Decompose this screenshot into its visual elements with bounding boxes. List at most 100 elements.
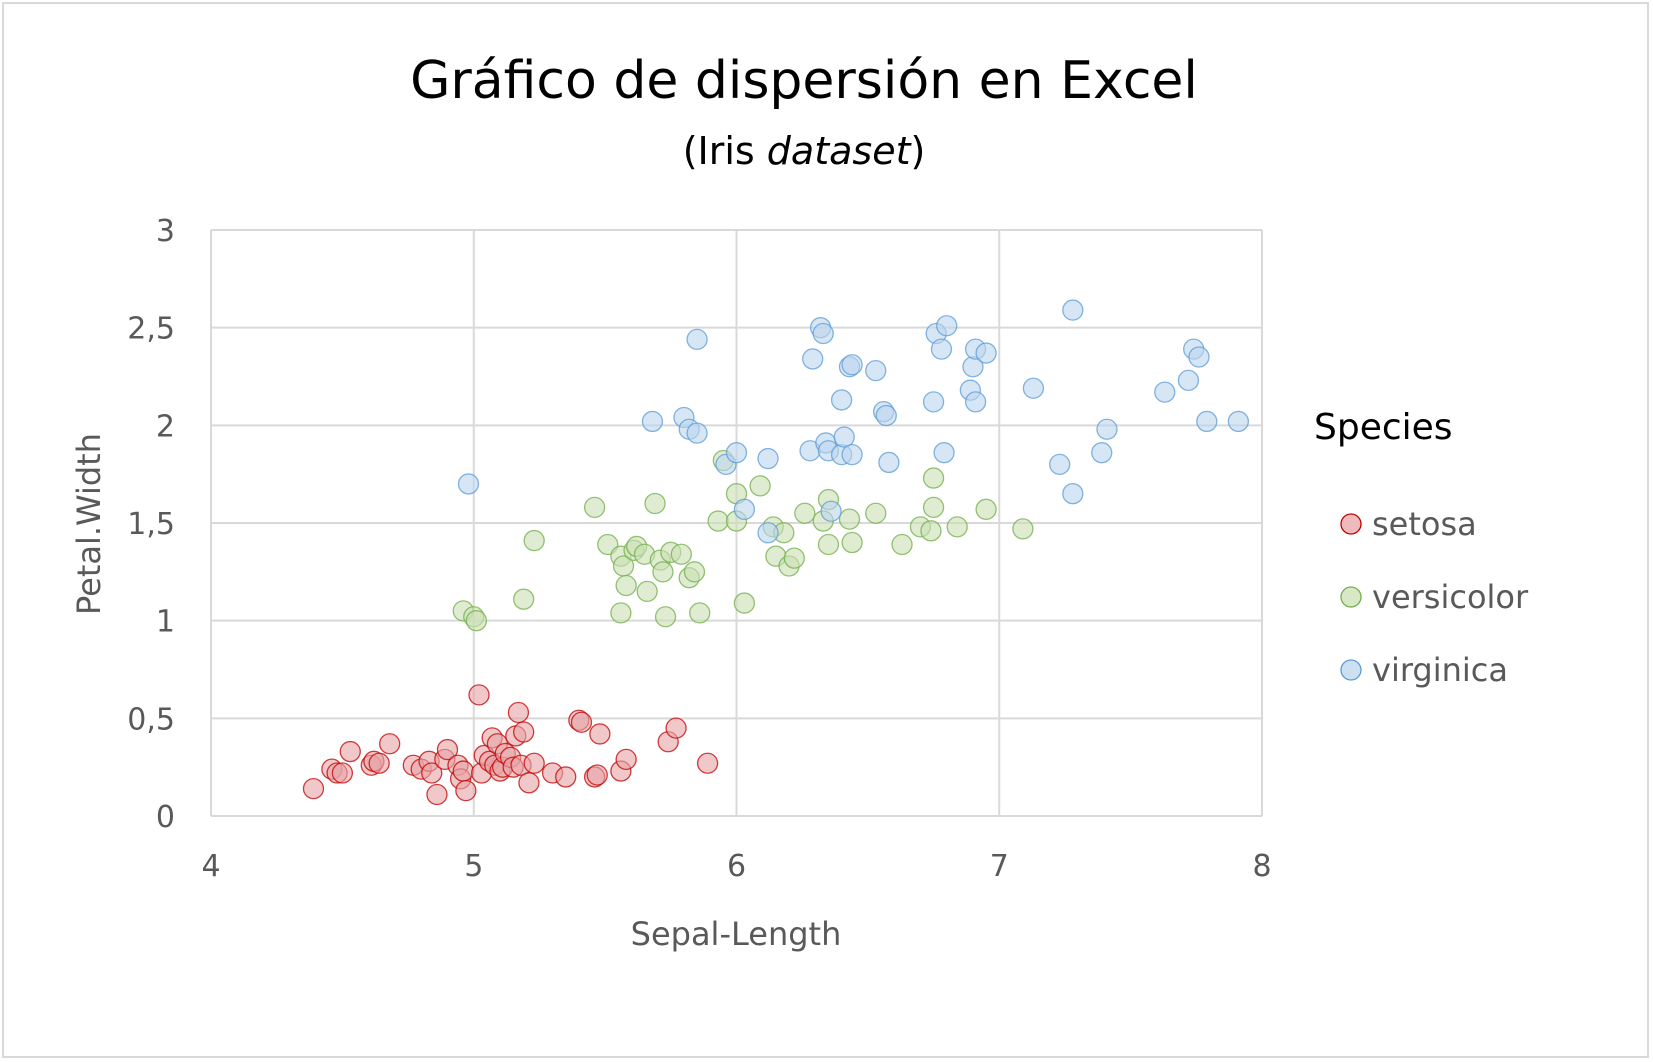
data-point-versicolor — [583, 496, 606, 519]
data-point-versicolor — [636, 580, 658, 603]
x-tick-label: 5 — [464, 849, 483, 884]
data-point-versicolor — [654, 606, 677, 628]
data-point-virginica — [802, 348, 824, 370]
y-tick-label: 0 — [156, 800, 175, 835]
data-point-virginica — [1196, 410, 1218, 433]
y-tick-label: 3 — [156, 214, 175, 249]
data-point-versicolor — [1012, 518, 1034, 540]
data-point-versicolor — [783, 547, 805, 569]
data-point-virginica — [733, 498, 756, 520]
y-tick-label: 1 — [156, 605, 175, 640]
series-virginica — [457, 299, 1250, 544]
data-point-virginica — [878, 451, 900, 474]
data-point-setosa — [339, 740, 361, 763]
data-point-virginica — [686, 328, 708, 351]
data-point-virginica — [757, 447, 779, 470]
data-point-virginica — [1096, 418, 1118, 440]
y-tick-label: 2,5 — [127, 312, 175, 347]
data-point-setosa — [436, 738, 459, 761]
data-point-virginica — [1062, 299, 1084, 321]
legend-marker-versicolor — [1340, 586, 1362, 608]
data-point-virginica — [841, 443, 863, 466]
data-point-versicolor — [610, 602, 632, 624]
x-tick-label: 8 — [1252, 849, 1271, 884]
data-point-setosa — [331, 762, 354, 784]
data-point-versicolor — [794, 502, 816, 524]
data-point-virginica — [1177, 369, 1200, 392]
data-point-setosa — [302, 778, 325, 800]
x-axis-label: Sepal-Length — [631, 915, 842, 953]
data-point-virginica — [757, 522, 779, 544]
data-points — [302, 299, 1250, 806]
data-point-setosa — [452, 760, 474, 782]
data-point-setosa — [518, 772, 540, 794]
data-point-versicolor — [749, 475, 771, 497]
data-point-virginica — [820, 500, 842, 522]
data-point-versicolor — [841, 531, 863, 554]
data-point-setosa — [507, 701, 530, 724]
data-point-virginica — [725, 442, 748, 464]
legend-marker-virginica — [1340, 659, 1362, 681]
data-point-versicolor — [513, 588, 535, 610]
data-point-virginica — [930, 338, 953, 360]
data-point-virginica — [922, 391, 945, 413]
data-point-versicolor — [922, 496, 945, 519]
data-point-virginica — [975, 342, 997, 364]
data-point-virginica — [833, 426, 855, 448]
data-point-versicolor — [465, 610, 488, 632]
data-point-versicolor — [891, 533, 913, 556]
data-point-setosa — [589, 723, 611, 745]
data-point-setosa — [555, 766, 577, 788]
data-point-versicolor — [670, 543, 692, 565]
data-point-versicolor — [523, 529, 545, 552]
data-point-versicolor — [865, 502, 887, 524]
x-tick-label: 6 — [727, 849, 746, 884]
scatter-chart: Gráfico de dispersión en Excel (Iris dat… — [70, 51, 1529, 953]
chart-title: Gráfico de dispersión en Excel — [410, 51, 1198, 111]
legend-label-setosa: setosa — [1372, 505, 1477, 543]
data-point-virginica — [830, 389, 853, 411]
y-tick-labels: 0 0,5 1 1,5 2 2,5 3 — [127, 214, 175, 835]
data-point-versicolor — [733, 592, 756, 614]
data-point-setosa — [570, 711, 593, 733]
data-point-setosa — [368, 752, 390, 774]
data-point-versicolor — [707, 510, 729, 532]
data-point-setosa — [615, 748, 637, 771]
data-point-virginica — [1062, 483, 1084, 505]
series-versicolor — [452, 449, 1034, 632]
data-point-setosa — [379, 733, 401, 755]
chart-subtitle: (Iris dataset) — [683, 129, 926, 173]
y-tick-label: 0,5 — [127, 702, 175, 737]
data-point-versicolor — [683, 561, 706, 583]
data-point-setosa — [513, 721, 535, 743]
data-point-virginica — [875, 404, 897, 427]
data-point-versicolor — [838, 508, 861, 530]
legend-label-versicolor: versicolor — [1372, 578, 1529, 616]
data-point-virginica — [641, 410, 664, 433]
data-point-setosa — [421, 762, 443, 784]
data-point-setosa — [455, 779, 477, 802]
x-tick-label: 4 — [201, 849, 220, 884]
data-point-versicolor — [922, 467, 945, 489]
data-point-virginica — [1091, 442, 1113, 464]
data-point-setosa — [523, 752, 545, 774]
data-point-virginica — [865, 359, 887, 382]
data-point-setosa — [586, 764, 608, 786]
legend: Species setosa versicolor virginica — [1314, 407, 1529, 689]
data-point-virginica — [812, 322, 834, 345]
data-point-virginica — [1154, 381, 1176, 403]
data-point-setosa — [696, 752, 719, 774]
data-point-virginica — [936, 315, 958, 337]
y-tick-label: 2 — [156, 409, 175, 444]
x-tick-labels: 4 5 6 7 8 — [201, 849, 1271, 884]
data-point-versicolor — [689, 602, 711, 624]
data-point-virginica — [457, 473, 480, 495]
data-point-versicolor — [817, 533, 840, 556]
legend-label-virginica: virginica — [1372, 651, 1508, 689]
data-point-virginica — [1188, 346, 1210, 368]
data-point-versicolor — [975, 498, 997, 520]
legend-marker-setosa — [1340, 513, 1362, 535]
data-point-versicolor — [615, 574, 637, 597]
data-point-virginica — [841, 354, 863, 376]
